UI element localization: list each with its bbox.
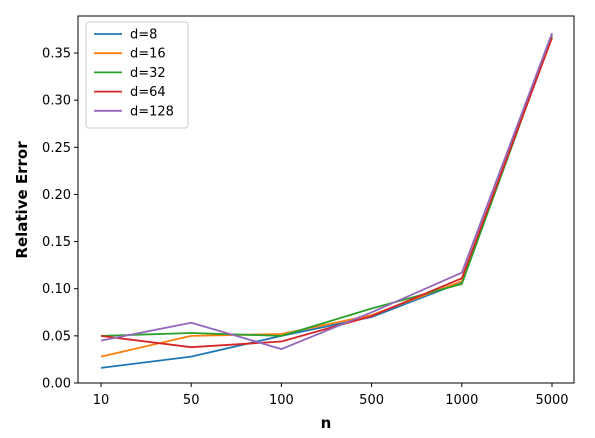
y-tick-label: 0.30 (42, 94, 71, 109)
y-tick-label: 0.35 (42, 47, 71, 62)
legend-label: d=64 (130, 85, 166, 100)
x-tick-label: 500 (359, 393, 384, 408)
y-tick-label: 0.25 (42, 141, 71, 156)
x-tick-label: 5000 (535, 393, 568, 408)
y-axis-ticks: 0.00 0.05 0.10 0.15 0.20 0.25 0.30 0.35 (42, 47, 78, 392)
x-tick-label: 10 (93, 393, 110, 408)
x-tick-label: 1000 (445, 393, 478, 408)
y-tick-label: 0.20 (42, 188, 71, 203)
series-line-d=32 (100, 35, 553, 337)
series-line-d=64 (100, 37, 553, 349)
legend: d=8 d=16 d=32 d=64 d=128 (85, 21, 189, 129)
legend-label: d=32 (130, 66, 166, 81)
y-tick-label: 0.15 (42, 235, 71, 250)
plot-frame (77, 15, 575, 384)
legend-box (85, 21, 189, 129)
legend-label: d=128 (130, 104, 174, 119)
x-axis-ticks: 10 50 100 500 1000 5000 (93, 383, 569, 408)
x-tick-label: 50 (183, 393, 200, 408)
x-axis-label: n (321, 414, 332, 432)
y-tick-label: 0.05 (42, 329, 71, 344)
y-tick-label: 0.10 (42, 282, 71, 297)
series-line-d=128 (100, 32, 553, 351)
legend-label: d=16 (130, 47, 166, 62)
legend-label: d=8 (130, 28, 157, 43)
series-lines (100, 32, 553, 369)
y-tick-label: 0.00 (42, 377, 71, 392)
y-axis-label: Relative Error (13, 141, 31, 259)
x-tick-label: 100 (269, 393, 294, 408)
